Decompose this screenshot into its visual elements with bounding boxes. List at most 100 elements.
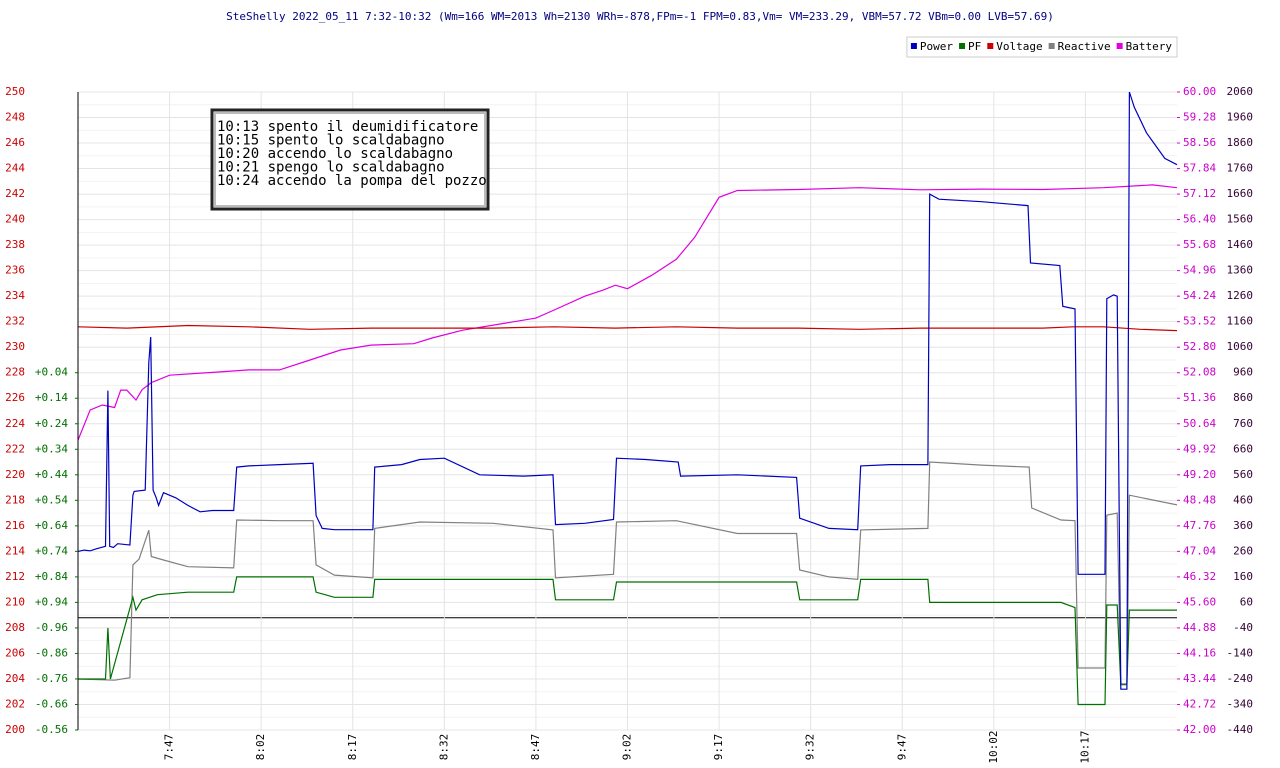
legend-swatch: [1048, 43, 1055, 49]
legend-frame: [906, 36, 1178, 58]
y2-tick-label: 51.36: [1183, 391, 1216, 404]
y2-tick-label: 52.80: [1183, 340, 1216, 353]
y3-tick-label: -0.86: [35, 646, 68, 659]
annotation-text: 10:15 spento lo scaldabagno: [217, 133, 445, 149]
annotation-text: 10:24 accendo la pompa del pozzo: [217, 173, 487, 189]
y4-tick-label: 1860: [1227, 136, 1254, 149]
y2-tick-label: 44.16: [1183, 646, 1216, 659]
y4-tick-label: -240: [1227, 672, 1254, 685]
y4-tick-label: 2060: [1227, 85, 1254, 98]
y4-tick-label: 660: [1233, 442, 1253, 455]
y2-tick-label: 59.28: [1183, 111, 1216, 124]
y-tick-label: 222: [5, 442, 25, 455]
y4-tick-label: -340: [1227, 697, 1254, 710]
y3-tick-label: +0.74: [35, 544, 68, 557]
y-tick-label: 220: [5, 468, 25, 481]
y4-tick-label: 560: [1233, 468, 1253, 481]
y3-tick-label: +0.04: [35, 366, 68, 379]
y-tick-label: 208: [5, 621, 25, 634]
y-tick-label: 218: [5, 493, 25, 506]
annotation-text: 10:13 spento il deumidificatore: [217, 119, 478, 135]
y-tick-label: 238: [5, 238, 25, 251]
legend-swatch: [959, 43, 966, 49]
y4-tick-label: 1760: [1227, 162, 1254, 175]
y-tick-label: 200: [5, 723, 25, 736]
y3-tick-label: +0.64: [35, 519, 68, 532]
y-tick-label: 202: [5, 697, 25, 710]
y4-tick-label: 360: [1233, 519, 1253, 532]
y-tick-label: 248: [5, 111, 25, 124]
series-line: [77, 184, 1178, 441]
y2-tick-label: 52.08: [1183, 366, 1216, 379]
y-tick-label: 204: [5, 672, 25, 685]
y2-tick-label: 49.92: [1183, 442, 1216, 455]
annotation-bevel: [214, 112, 486, 207]
y3-tick-label: +0.24: [35, 417, 68, 430]
series-line: [77, 91, 1178, 690]
x-tick-label: 7:47: [163, 734, 176, 761]
y3-tick-label: +0.14: [35, 391, 68, 404]
legend-label: Power: [920, 40, 953, 53]
y2-tick-label: 48.48: [1183, 493, 1216, 506]
series-line: [77, 461, 1178, 686]
annotation-frame: [210, 108, 490, 211]
y2-tick-label: 47.04: [1183, 544, 1216, 557]
y2-tick-label: 43.44: [1183, 672, 1216, 685]
x-tick-label: 8:32: [437, 734, 450, 761]
y4-tick-label: 460: [1233, 493, 1253, 506]
y3-tick-label: -0.96: [35, 621, 68, 634]
y2-tick-label: 49.20: [1183, 468, 1216, 481]
chart-title: SteShelly 2022_05_11 7:32-10:32 (Wm=166 …: [226, 10, 1054, 23]
series-line: [77, 324, 1178, 332]
y-tick-label: 242: [5, 187, 25, 200]
y4-tick-label: 760: [1233, 417, 1253, 430]
y4-tick-label: 60: [1240, 595, 1253, 608]
y-tick-label: 212: [5, 570, 25, 583]
y4-tick-label: 260: [1233, 544, 1253, 557]
y-tick-label: 240: [5, 213, 25, 226]
x-tick-label: 9:02: [621, 734, 634, 761]
y4-tick-label: -40: [1233, 621, 1253, 634]
x-tick-label: 9:32: [804, 734, 817, 761]
y2-tick-label: 56.40: [1183, 213, 1216, 226]
y-tick-label: 226: [5, 391, 25, 404]
y2-tick-label: 45.60: [1183, 595, 1216, 608]
annotation-text: 10:21 spengo lo scaldabagno: [217, 160, 445, 176]
y2-tick-label: 42.00: [1183, 723, 1216, 736]
legend-label: Reactive: [1058, 40, 1111, 53]
y-tick-label: 250: [5, 85, 25, 98]
y-tick-label: 214: [5, 544, 25, 557]
x-tick-label: 10:02: [987, 730, 1000, 763]
y-tick-label: 232: [5, 315, 25, 328]
y4-tick-label: 1060: [1227, 340, 1254, 353]
y2-tick-label: 42.72: [1183, 697, 1216, 710]
y3-tick-label: +0.34: [35, 442, 68, 455]
x-tick-label: 10:17: [1078, 730, 1091, 763]
legend-swatch: [987, 43, 994, 49]
y4-tick-label: 1260: [1227, 289, 1254, 302]
y-tick-label: 236: [5, 264, 25, 277]
y4-tick-label: 1560: [1227, 213, 1254, 226]
x-tick-label: 8:47: [529, 734, 542, 761]
y2-tick-label: 57.84: [1183, 162, 1216, 175]
y2-tick-label: 44.88: [1183, 621, 1216, 634]
y3-tick-label: +0.94: [35, 595, 68, 608]
y2-tick-label: 55.68: [1183, 238, 1216, 251]
y2-tick-label: 57.12: [1183, 187, 1216, 200]
y-tick-label: 246: [5, 136, 25, 149]
annotation-text: 10:20 accendo lo scaldabagno: [217, 146, 453, 162]
y2-tick-label: 58.56: [1183, 136, 1216, 149]
legend: Power PF Voltage Reactive Battery: [906, 36, 1178, 58]
y2-tick-label: 47.76: [1183, 519, 1216, 532]
y4-tick-label: 960: [1233, 366, 1253, 379]
y4-tick-label: 1460: [1227, 238, 1254, 251]
y-tick-label: 224: [5, 417, 25, 430]
y2-tick-label: 46.32: [1183, 570, 1216, 583]
y-tick-label: 244: [5, 162, 25, 175]
legend-label: Battery: [1126, 40, 1173, 53]
y-tick-label: 216: [5, 519, 25, 532]
y2-tick-label: 53.52: [1183, 315, 1216, 328]
